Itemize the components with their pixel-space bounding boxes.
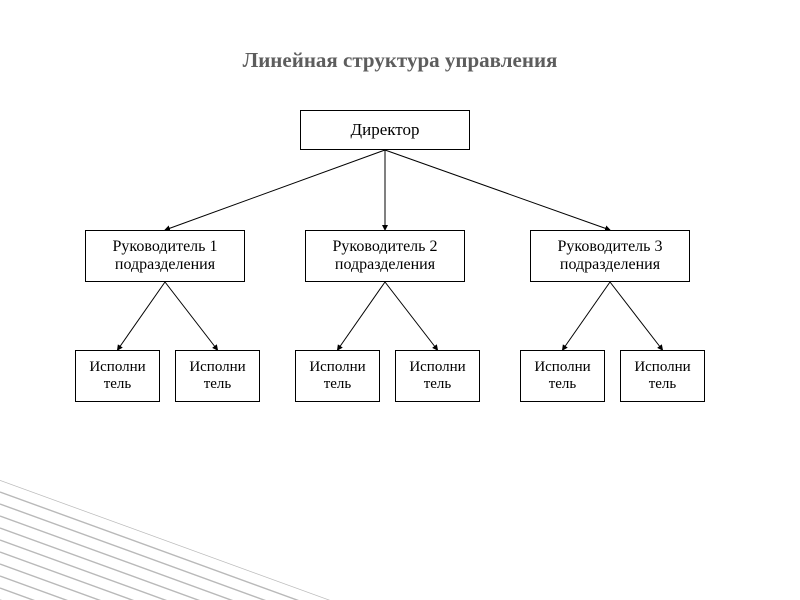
node-label: Руководитель 3 подразделения: [558, 238, 663, 275]
node-executor-1: Исполни тель: [75, 350, 160, 402]
node-label: Исполни тель: [189, 359, 245, 394]
node-manager-2: Руководитель 2 подразделения: [305, 230, 465, 282]
node-label: Исполни тель: [534, 359, 590, 394]
node-label: Руководитель 2 подразделения: [333, 238, 438, 275]
node-executor-5: Исполни тель: [520, 350, 605, 402]
node-label: Директор: [351, 120, 420, 140]
connector-layer: [0, 0, 800, 600]
node-label: Исполни тель: [89, 359, 145, 394]
node-label: Руководитель 1 подразделения: [113, 238, 218, 275]
node-director: Директор: [300, 110, 470, 150]
node-label: Исполни тель: [634, 359, 690, 394]
node-executor-4: Исполни тель: [395, 350, 480, 402]
node-executor-6: Исполни тель: [620, 350, 705, 402]
node-executor-3: Исполни тель: [295, 350, 380, 402]
node-executor-2: Исполни тель: [175, 350, 260, 402]
node-manager-1: Руководитель 1 подразделения: [85, 230, 245, 282]
node-label: Исполни тель: [409, 359, 465, 394]
node-manager-3: Руководитель 3 подразделения: [530, 230, 690, 282]
diagram-title: Линейная структура управления: [0, 48, 800, 73]
node-label: Исполни тель: [309, 359, 365, 394]
